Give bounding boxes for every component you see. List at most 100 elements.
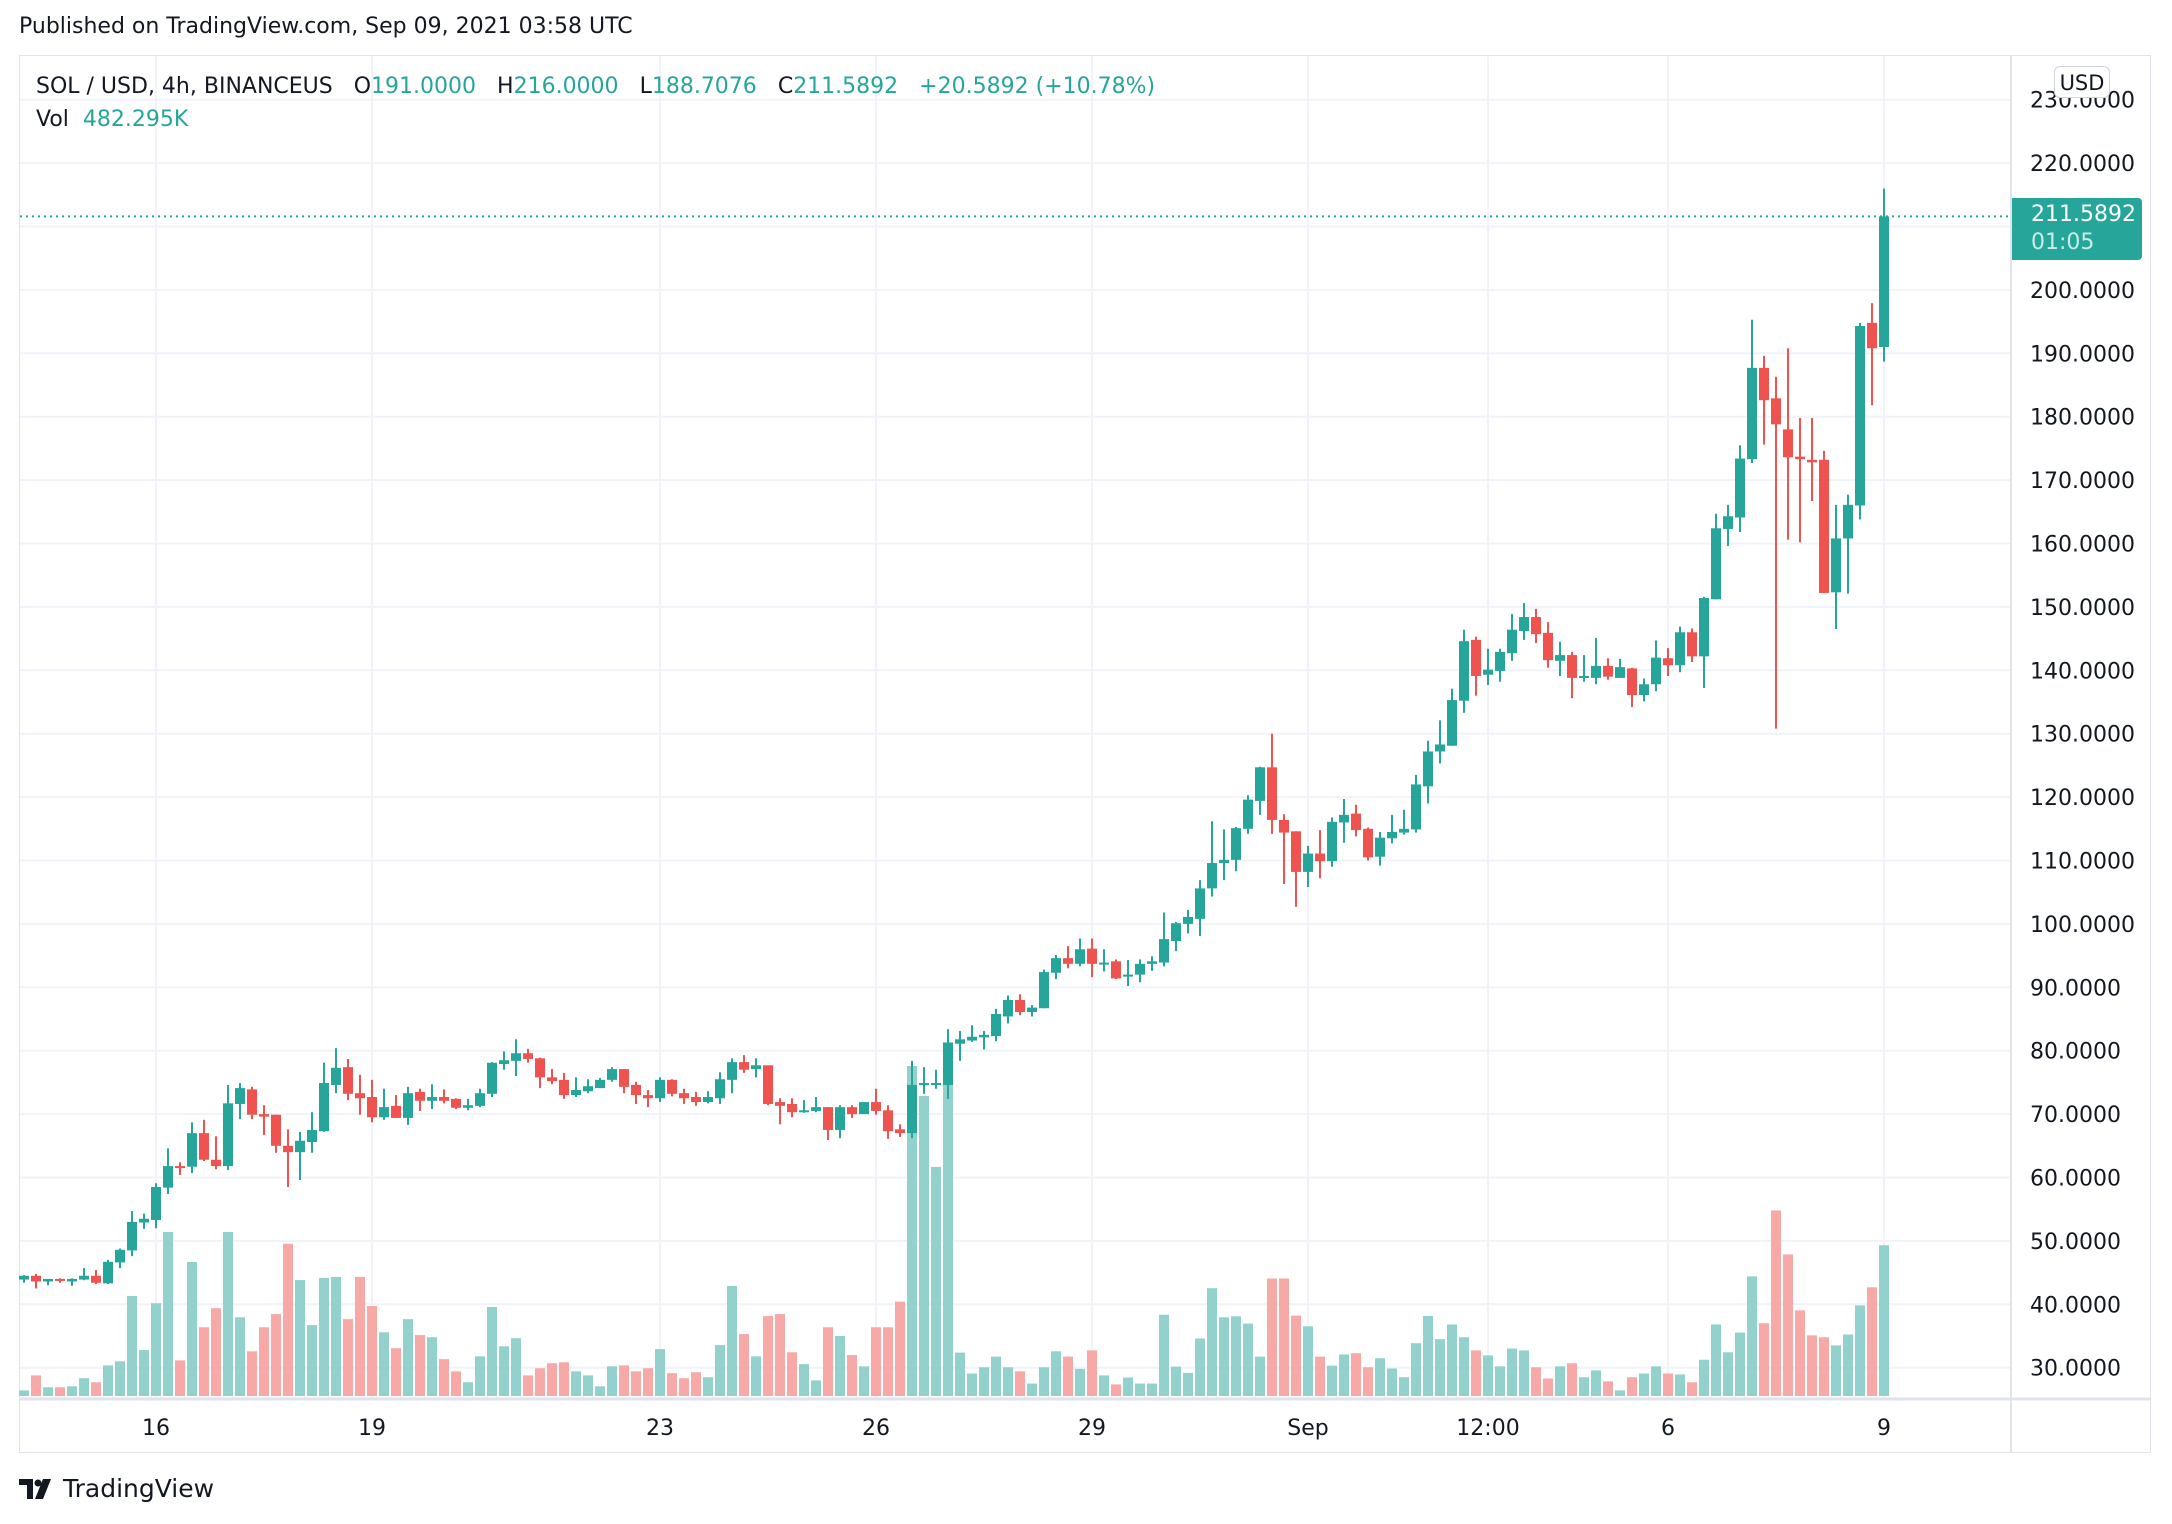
candle	[427, 1084, 437, 1110]
candle-body	[895, 1129, 905, 1134]
volume-bar	[1387, 1368, 1397, 1396]
candle	[1819, 450, 1829, 593]
candle	[1507, 613, 1517, 661]
candle-body	[1087, 948, 1097, 964]
volume-bar	[283, 1243, 293, 1396]
candle-body	[607, 1069, 617, 1080]
candle-body	[31, 1275, 41, 1282]
candle-body	[67, 1278, 77, 1282]
volume-bar	[1807, 1335, 1817, 1396]
volume-bar	[355, 1276, 365, 1396]
volume-bar	[415, 1335, 425, 1396]
volume-bar	[1675, 1374, 1685, 1396]
open-value: 191.0000	[371, 74, 477, 99]
candle-body	[439, 1096, 449, 1101]
bar-countdown: 01:05	[2031, 230, 2095, 255]
volume-bar	[1819, 1337, 1829, 1396]
volume-bar	[751, 1356, 761, 1396]
candle-body	[955, 1039, 965, 1044]
candle-body	[1555, 655, 1565, 661]
volume-bar	[535, 1368, 545, 1396]
candle	[283, 1129, 293, 1188]
candle	[799, 1100, 809, 1113]
candle	[979, 1031, 989, 1050]
volume-bar	[1303, 1326, 1313, 1396]
candle	[1267, 733, 1277, 834]
candle-body	[1351, 813, 1361, 831]
candle	[1003, 995, 1013, 1024]
candle-body	[487, 1062, 497, 1094]
candle-body	[1375, 837, 1385, 857]
volume-bar	[571, 1371, 581, 1396]
candle-body	[55, 1278, 65, 1281]
volume-bar	[151, 1303, 161, 1396]
candle-body	[811, 1107, 821, 1111]
candle	[895, 1124, 905, 1137]
candle-body	[463, 1105, 473, 1108]
volume-bar	[1795, 1310, 1805, 1396]
volume-bar	[1111, 1384, 1121, 1396]
volume-bar	[1855, 1305, 1865, 1396]
volume-bar	[235, 1317, 245, 1396]
candle-body	[1783, 429, 1793, 458]
y-tick-label: 150.0000	[2030, 596, 2135, 621]
candle	[79, 1268, 89, 1281]
currency-button[interactable]: USD	[2054, 66, 2110, 98]
candle	[1483, 648, 1493, 685]
candle-body	[559, 1079, 569, 1096]
candle	[367, 1079, 377, 1123]
candle	[1027, 1005, 1037, 1017]
candle-body	[1675, 632, 1685, 666]
candle-body	[1243, 799, 1253, 829]
volume-bar	[1627, 1377, 1637, 1396]
candle-body	[1519, 617, 1529, 631]
volume-bar	[1267, 1278, 1277, 1396]
candle	[1435, 720, 1445, 764]
candle	[187, 1122, 197, 1174]
volume-bar	[67, 1386, 77, 1396]
volume-bar	[1711, 1324, 1721, 1396]
volume-bar	[295, 1280, 305, 1396]
volume-bar	[1075, 1368, 1085, 1396]
volume-bar	[931, 1166, 941, 1396]
candle-body	[175, 1166, 185, 1169]
candle	[703, 1091, 713, 1104]
change-value: +20.5892 (+10.78%)	[919, 74, 1156, 99]
candle	[1459, 629, 1469, 713]
candle	[1411, 774, 1421, 833]
tradingview-logo[interactable]: TradingView	[19, 1474, 214, 1503]
symbol-label[interactable]: SOL / USD, 4h, BINANCEUS	[36, 74, 333, 99]
candle-body	[1039, 972, 1049, 1009]
candle	[583, 1079, 593, 1094]
volume-bar	[1351, 1353, 1361, 1396]
candle-body	[331, 1067, 341, 1085]
candle-body	[1771, 398, 1781, 425]
candle-body	[643, 1095, 653, 1099]
volume-bar	[691, 1372, 701, 1396]
candle-body	[871, 1102, 881, 1111]
candle	[547, 1069, 557, 1085]
volume-bar	[1603, 1381, 1613, 1396]
candle	[1807, 417, 1817, 502]
volume-bar	[1147, 1383, 1157, 1396]
candle-body	[931, 1083, 941, 1086]
volume-bar	[487, 1306, 497, 1396]
x-tick-label: 12:00	[1456, 1416, 1519, 1441]
candle	[739, 1055, 749, 1073]
volume-bar	[703, 1377, 713, 1396]
last-price-value: 211.5892	[2031, 202, 2136, 227]
volume-bar	[463, 1382, 473, 1396]
candle	[691, 1091, 701, 1106]
candle	[1135, 959, 1145, 983]
volume-bar	[1735, 1332, 1745, 1396]
volume-bar	[1435, 1339, 1445, 1396]
candle	[823, 1107, 833, 1141]
candle-body	[1711, 528, 1721, 600]
candle-body	[1279, 819, 1289, 833]
candle	[499, 1051, 509, 1070]
volume-bar	[775, 1314, 785, 1396]
candle	[331, 1048, 341, 1094]
candle-body	[1027, 1007, 1037, 1013]
volume-bar	[607, 1366, 617, 1396]
